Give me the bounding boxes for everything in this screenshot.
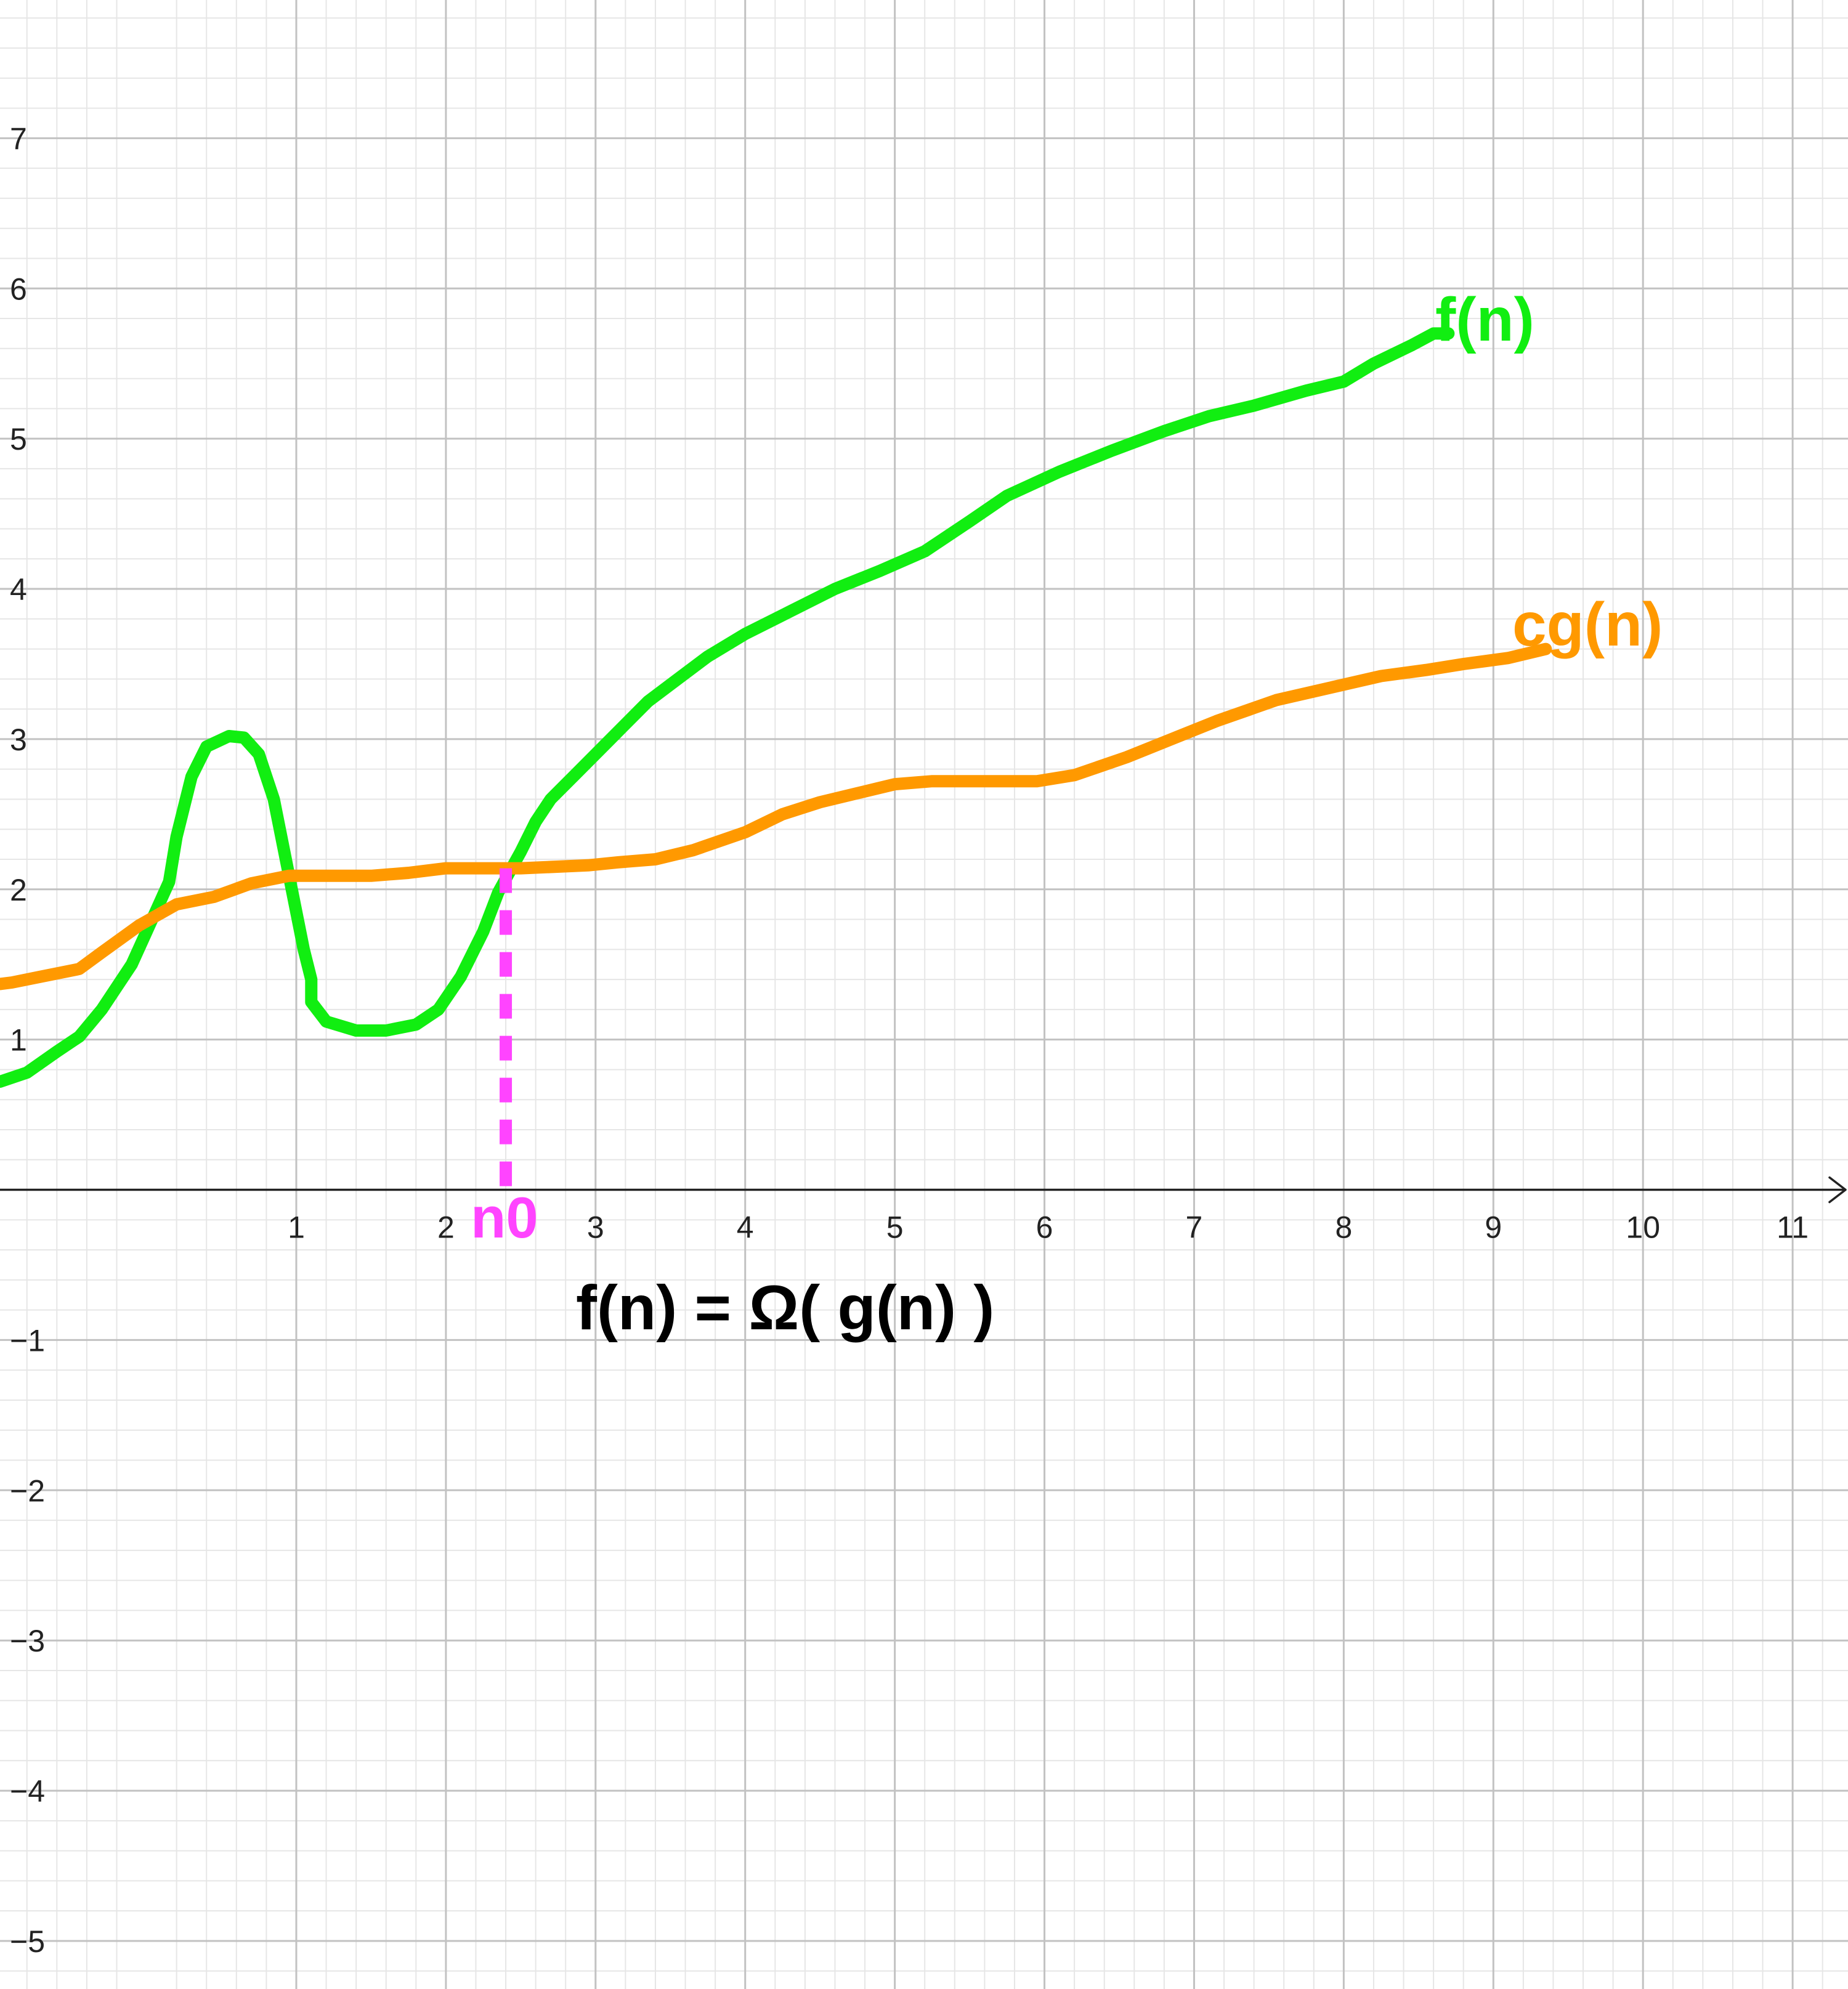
y-tick-label: −2: [10, 1473, 45, 1508]
x-tick-label: 2: [437, 1210, 455, 1245]
x-tick-label: 5: [886, 1210, 904, 1245]
cg-series-line: [0, 642, 1552, 990]
tick-labels: 1234567891011127654321−1−2−3−4−5: [10, 121, 1809, 1959]
y-tick-label: −3: [10, 1624, 45, 1658]
y-tick-label: 6: [10, 272, 27, 306]
y-tick-label: −1: [10, 1323, 45, 1358]
cg-series-label: cg(n): [1512, 590, 1663, 659]
x-tick-label: 8: [1335, 1210, 1352, 1245]
x-tick-label: 3: [587, 1210, 604, 1245]
y-tick-label: 7: [10, 121, 27, 156]
series-layer: [0, 327, 1552, 1088]
f-series-label: f(n): [1435, 285, 1534, 354]
x-tick-label: 11: [1777, 1210, 1809, 1245]
x-tick-label: 10: [1626, 1210, 1660, 1245]
y-tick-label: 3: [10, 723, 27, 757]
y-tick-label: −4: [10, 1774, 45, 1809]
x-tick-label: 1: [288, 1210, 305, 1245]
y-tick-label: −5: [10, 1924, 45, 1959]
axes: [0, 1176, 1847, 1204]
f-series-line: [0, 327, 1455, 1088]
formula-label: f(n) = Ω( g(n) ): [576, 1273, 994, 1343]
y-tick-label: 5: [10, 422, 27, 456]
annotation-layer: f(n) cg(n) f(n) = Ω( g(n) ) n0: [471, 285, 1663, 1343]
y-tick-label: 1: [10, 1023, 27, 1058]
y-tick-label: 2: [10, 873, 27, 907]
x-tick-label: 6: [1036, 1210, 1053, 1245]
x-tick-label: 7: [1186, 1210, 1203, 1245]
x-tick-label: 9: [1485, 1210, 1502, 1245]
x-axis-arrow: [1828, 1176, 1847, 1204]
n0-label: n0: [471, 1185, 538, 1250]
y-tick-label: 4: [10, 572, 27, 607]
x-tick-label: 4: [737, 1210, 754, 1245]
